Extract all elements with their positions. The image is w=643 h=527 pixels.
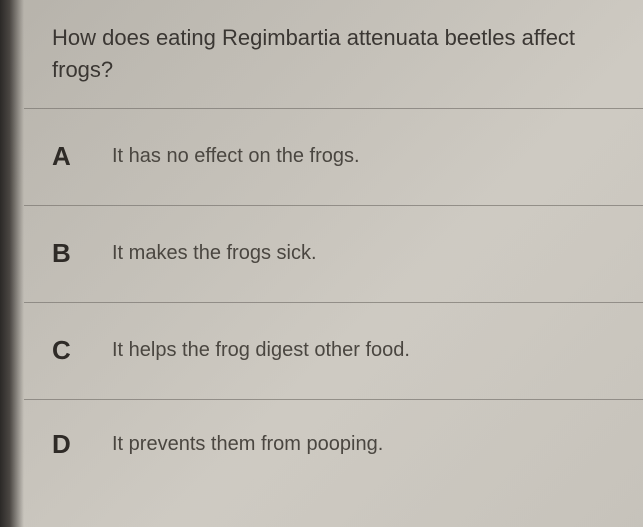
answer-text: It prevents them from pooping. [112, 433, 383, 456]
answer-letter: C [52, 335, 112, 366]
answer-text: It helps the frog digest other food. [112, 339, 410, 362]
answer-letter: B [52, 238, 112, 269]
question-text: How does eating Regimbartia attenuata be… [52, 22, 615, 86]
divider [24, 302, 643, 303]
quiz-container: How does eating Regimbartia attenuata be… [0, 0, 643, 527]
answer-text: It has no effect on the frogs. [112, 145, 360, 168]
answer-option-c[interactable]: C It helps the frog digest other food. [24, 303, 643, 399]
divider [24, 399, 643, 400]
screen-dark-edge [0, 0, 24, 527]
divider [24, 205, 643, 206]
answer-option-b[interactable]: B It makes the frogs sick. [24, 206, 643, 302]
answer-letter: D [52, 429, 112, 460]
answer-option-d[interactable]: D It prevents them from pooping. [24, 400, 643, 480]
answer-option-a[interactable]: A It has no effect on the frogs. [24, 109, 643, 205]
divider [24, 108, 643, 109]
answer-letter: A [52, 141, 112, 172]
answer-text: It makes the frogs sick. [112, 242, 317, 265]
question-section: How does eating Regimbartia attenuata be… [24, 0, 643, 108]
